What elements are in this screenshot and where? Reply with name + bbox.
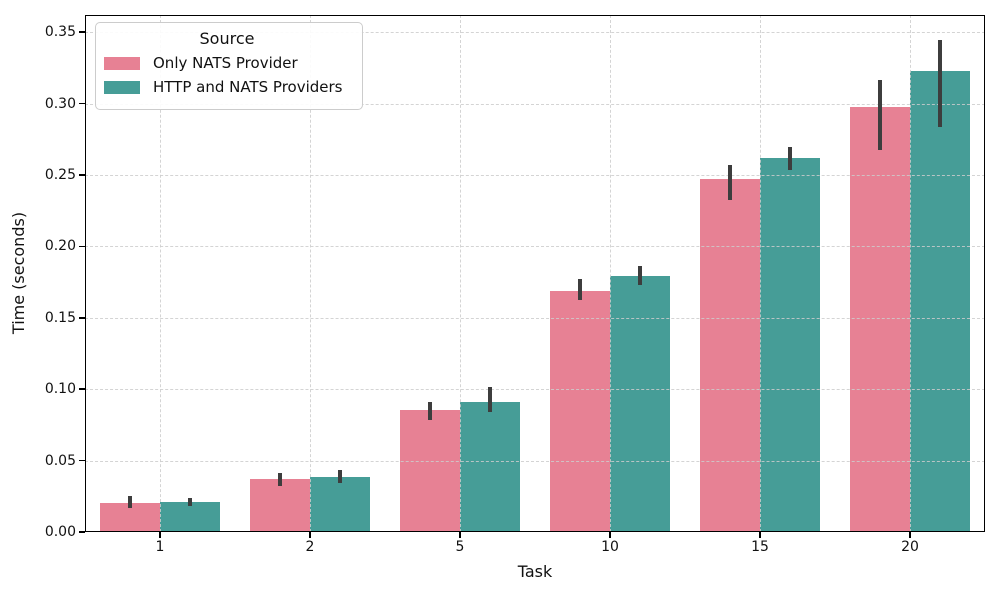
- y-gridline: [85, 317, 985, 319]
- x-tick-label: 10: [601, 539, 619, 555]
- y-tick-mark: [79, 102, 85, 105]
- y-tick-mark: [79, 245, 85, 248]
- error-bar: [638, 265, 642, 286]
- y-gridline: [85, 246, 985, 248]
- x-gridline: [760, 15, 761, 532]
- y-gridline: [85, 32, 985, 34]
- error-bar: [488, 386, 492, 412]
- x-tick-mark: [159, 532, 161, 538]
- x-axis-label: Task: [517, 562, 553, 581]
- error-bar: [938, 39, 942, 128]
- error-bar: [788, 146, 792, 171]
- y-tick-mark: [79, 459, 85, 462]
- x-gridline: [310, 15, 311, 532]
- x-tick-label: 5: [455, 539, 465, 555]
- x-tick-label: 1: [155, 539, 165, 555]
- bars-layer: [85, 15, 985, 532]
- y-tick-label: 0.05: [44, 452, 76, 469]
- bar: [310, 476, 370, 532]
- legend-entry: HTTP and NATS Providers: [104, 78, 350, 96]
- y-tick-label: 0.30: [44, 95, 76, 112]
- legend-swatch: [104, 80, 140, 94]
- bar: [700, 179, 760, 532]
- x-gridline: [460, 15, 461, 532]
- y-tick-label: 0.15: [44, 309, 76, 326]
- y-gridline: [85, 460, 985, 462]
- x-gridline: [610, 15, 611, 532]
- legend: Source Only NATS Provider HTTP and NATS P…: [95, 22, 363, 110]
- y-tick-label: 0.10: [44, 381, 76, 398]
- y-gridline: [85, 103, 985, 105]
- error-bar: [278, 472, 282, 486]
- x-tick-label: 2: [305, 539, 315, 555]
- bar: [460, 401, 520, 532]
- y-gridline: [85, 174, 985, 176]
- y-tick-mark: [79, 317, 85, 319]
- legend-entry: Only NATS Provider: [104, 54, 350, 72]
- error-bars-layer: [85, 15, 985, 532]
- x-tick-mark: [459, 532, 461, 538]
- error-bar: [728, 165, 732, 201]
- error-bar: [578, 279, 582, 301]
- x-tick-label: 15: [751, 539, 769, 555]
- error-bar: [428, 401, 432, 421]
- legend-label: HTTP and NATS Providers: [153, 78, 343, 96]
- y-tick-mark: [79, 531, 85, 533]
- y-tick-label: 0.25: [44, 166, 76, 183]
- x-tick-label: 20: [901, 539, 919, 555]
- grid-layer: [85, 15, 985, 532]
- y-tick-label: 0.20: [44, 238, 76, 255]
- x-tick-mark: [759, 532, 761, 538]
- y-tick-label: 0.35: [44, 24, 76, 41]
- bar: [760, 158, 820, 532]
- y-tick-mark: [79, 174, 85, 176]
- y-tick-label: 0.00: [44, 524, 76, 540]
- legend-label: Only NATS Provider: [153, 54, 298, 72]
- bar: [550, 290, 610, 532]
- x-gridline: [910, 15, 911, 532]
- x-tick-mark: [609, 532, 611, 538]
- bar: [400, 409, 460, 532]
- error-bar: [188, 497, 192, 507]
- error-bar: [338, 469, 342, 484]
- bar: [910, 71, 970, 532]
- error-bar: [128, 496, 132, 509]
- legend-swatch: [104, 56, 140, 70]
- y-gridline: [85, 389, 985, 391]
- plot-area: [85, 15, 985, 532]
- y-axis-label: Time (seconds): [9, 211, 28, 335]
- bar: [160, 501, 220, 532]
- x-tick-mark: [309, 532, 311, 538]
- legend-rows: Only NATS Provider HTTP and NATS Provider…: [104, 54, 350, 96]
- bar: [250, 478, 310, 532]
- y-tick-mark: [79, 388, 85, 390]
- error-bar: [878, 80, 882, 151]
- legend-title: Source: [199, 29, 255, 48]
- x-gridline: [160, 15, 161, 532]
- y-tick-mark: [79, 31, 85, 33]
- x-tick-mark: [909, 532, 911, 538]
